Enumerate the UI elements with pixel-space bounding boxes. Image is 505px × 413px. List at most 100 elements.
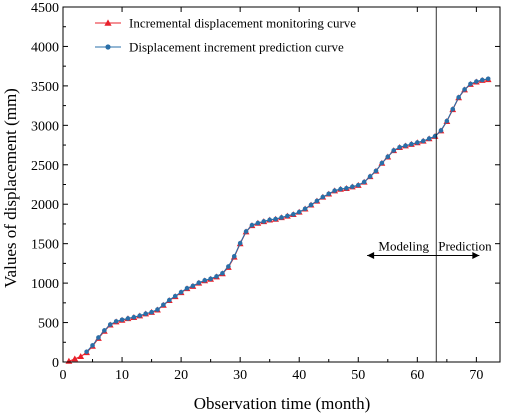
y-tick-label-9: 4500 bbox=[31, 1, 59, 16]
x-tick-label-5: 50 bbox=[351, 368, 365, 383]
x-tick-label-3: 30 bbox=[233, 368, 247, 383]
series-1-point-45 bbox=[350, 184, 355, 190]
series-1-point-4 bbox=[107, 322, 113, 327]
series-1-point-53 bbox=[397, 144, 402, 150]
series-1-point-40 bbox=[320, 194, 326, 200]
series-1-point-0 bbox=[84, 349, 89, 355]
x-tick-label-1: 10 bbox=[115, 368, 129, 383]
series-1-point-35 bbox=[291, 212, 296, 217]
y-axis-title: Values of displacement (mm) bbox=[1, 88, 20, 288]
series-1-point-31 bbox=[267, 217, 272, 223]
legend: Incremental displacement monitoring curv… bbox=[95, 16, 356, 55]
series-1-point-27 bbox=[243, 229, 249, 234]
y-tick-label-7: 3500 bbox=[31, 80, 59, 95]
x-tick-label-0: 0 bbox=[60, 368, 67, 383]
series-1-point-47 bbox=[361, 179, 367, 185]
series-1-point-7 bbox=[125, 316, 131, 321]
series-1-point-57 bbox=[420, 138, 426, 144]
series-1-point-12 bbox=[155, 307, 160, 312]
series-1-point-51 bbox=[385, 154, 391, 160]
y-tick-label-5: 2500 bbox=[31, 159, 59, 174]
series-1-point-15 bbox=[172, 293, 178, 299]
series-1-point-23 bbox=[220, 270, 225, 276]
prediction-label: Prediction bbox=[438, 239, 492, 254]
series-1-point-55 bbox=[409, 141, 414, 147]
series-1-point-5 bbox=[113, 319, 119, 324]
series-1-point-67 bbox=[479, 77, 485, 83]
y-tick-label-4: 2000 bbox=[31, 198, 59, 213]
series-1-point-8 bbox=[131, 314, 137, 320]
series-1-point-59 bbox=[432, 133, 438, 139]
series-1-point-36 bbox=[296, 209, 302, 215]
series-1-point-42 bbox=[332, 188, 337, 193]
modeling-label: Modeling bbox=[378, 239, 429, 254]
series-1-point-21 bbox=[208, 276, 213, 282]
series-1-point-9 bbox=[137, 313, 143, 318]
series-0-point-2 bbox=[77, 353, 85, 360]
series-1-point-6 bbox=[119, 317, 125, 323]
series-1-point-41 bbox=[326, 191, 332, 197]
y-tick-label-2: 1000 bbox=[31, 277, 59, 292]
series-1-point-63 bbox=[456, 95, 461, 100]
y-tick-label-0: 0 bbox=[52, 356, 59, 371]
plot-layer bbox=[65, 76, 492, 364]
series-1-point-20 bbox=[202, 278, 208, 283]
legend-marker-0 bbox=[104, 19, 112, 26]
series-1-point-61 bbox=[444, 118, 450, 124]
series-1-point-29 bbox=[255, 220, 261, 226]
x-tick-label-6: 60 bbox=[410, 368, 424, 383]
series-1-point-48 bbox=[367, 174, 373, 179]
series-1-point-54 bbox=[403, 143, 408, 148]
series-1-point-38 bbox=[308, 202, 314, 208]
series-1-point-10 bbox=[143, 311, 148, 317]
series-1-point-11 bbox=[149, 309, 154, 315]
series-1-point-64 bbox=[462, 87, 467, 92]
series-1-point-17 bbox=[184, 285, 190, 291]
series-1-point-58 bbox=[426, 136, 432, 141]
series-1-point-68 bbox=[485, 76, 491, 82]
series-1-point-30 bbox=[261, 219, 267, 224]
series-1-point-3 bbox=[102, 328, 107, 333]
series-1-point-34 bbox=[285, 213, 290, 219]
y-tick-label-3: 1500 bbox=[31, 238, 59, 253]
x-axis-title: Observation time (month) bbox=[194, 394, 371, 413]
x-tick-label-2: 20 bbox=[174, 368, 188, 383]
series-1-point-18 bbox=[190, 283, 196, 289]
y-tick-label-1: 500 bbox=[38, 317, 59, 332]
series-1-point-16 bbox=[178, 289, 184, 295]
series-1-point-39 bbox=[314, 198, 320, 204]
series-1-point-14 bbox=[166, 297, 172, 303]
legend-label-0: Incremental displacement monitoring curv… bbox=[129, 16, 356, 31]
axes-layer: 0 10 20 30 40 50 60 70 0 500 1000 1500 2000 2500 3000 3… bbox=[31, 1, 501, 383]
series-1-point-1 bbox=[90, 343, 95, 348]
legend-label-1: Displacement increment prediction curve bbox=[129, 40, 344, 55]
legend-marker-1 bbox=[105, 44, 111, 50]
series-1-point-19 bbox=[196, 280, 202, 286]
series-1-point-66 bbox=[474, 79, 479, 84]
left-arrow-head bbox=[367, 252, 375, 259]
series-1-point-60 bbox=[438, 128, 444, 133]
series-1-point-25 bbox=[231, 253, 237, 259]
series-1-point-22 bbox=[214, 274, 219, 279]
series-1-point-24 bbox=[226, 264, 231, 269]
series-1-point-28 bbox=[249, 222, 255, 228]
y-tick-label-6: 3000 bbox=[31, 119, 59, 134]
series-1-point-44 bbox=[344, 185, 349, 191]
y-tick-label-8: 4000 bbox=[31, 40, 59, 55]
x-tick-label-4: 40 bbox=[292, 368, 306, 383]
plot-frame bbox=[62, 6, 501, 363]
series-1-point-43 bbox=[338, 186, 343, 192]
series-1-point-50 bbox=[379, 160, 385, 166]
right-arrow-head bbox=[472, 252, 480, 259]
series-1-point-26 bbox=[237, 240, 243, 246]
series-1-point-32 bbox=[273, 216, 278, 222]
series-1-point-37 bbox=[302, 206, 308, 212]
series-1-point-33 bbox=[279, 215, 284, 220]
x-tick-label-7: 70 bbox=[469, 368, 483, 383]
series-1-point-49 bbox=[373, 168, 379, 174]
series-1-point-56 bbox=[415, 140, 420, 145]
annotation-layer: Modeling Prediction bbox=[367, 7, 492, 362]
series-1-point-52 bbox=[391, 148, 397, 153]
series-1-point-46 bbox=[355, 182, 361, 188]
